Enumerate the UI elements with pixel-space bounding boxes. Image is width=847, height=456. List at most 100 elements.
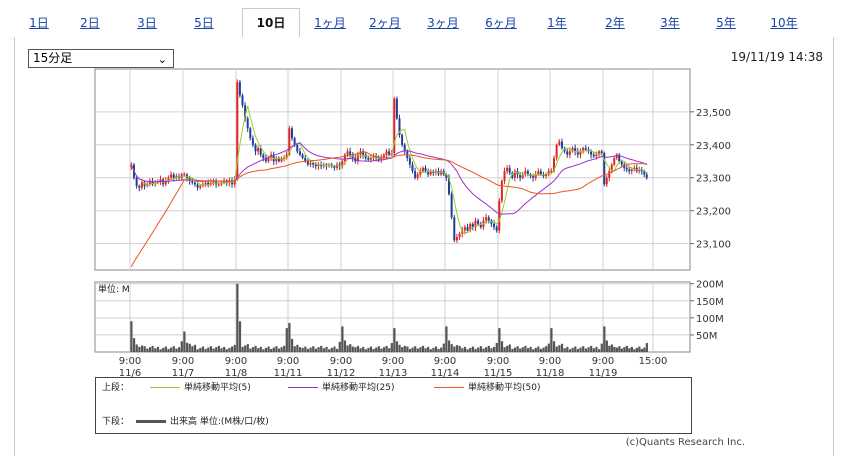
- volume-bar: [304, 346, 307, 352]
- volume-bar: [320, 345, 323, 352]
- candle-body: [568, 151, 571, 155]
- candle-body: [519, 174, 522, 178]
- volume-bar: [259, 346, 262, 352]
- candle-body: [463, 227, 466, 231]
- volume-bar: [469, 347, 472, 352]
- candle-body: [477, 220, 480, 224]
- candle-body: [427, 171, 430, 175]
- volume-bar: [618, 346, 621, 352]
- candle-body: [552, 157, 555, 172]
- tab-5日[interactable]: 5日: [194, 16, 214, 30]
- candle-body: [574, 148, 577, 152]
- volume-bar: [280, 347, 283, 352]
- volume-bar: [437, 348, 440, 352]
- volume-bar: [563, 348, 566, 352]
- candle-body: [471, 223, 474, 228]
- volume-bar: [220, 348, 223, 352]
- volume-bar: [579, 347, 582, 352]
- volume-bar: [301, 347, 304, 352]
- candle-body: [262, 154, 265, 158]
- volume-bar: [241, 346, 244, 352]
- volume-bar: [608, 345, 611, 352]
- x-axis-time-label: 9:00: [539, 356, 561, 367]
- candle-body: [603, 153, 606, 185]
- tab-2日[interactable]: 2日: [80, 16, 100, 30]
- tab-10日[interactable]: 10日: [242, 8, 300, 38]
- candle-body: [401, 134, 404, 145]
- volume-bar: [249, 348, 252, 352]
- candle-body: [223, 181, 226, 183]
- volume-bar: [362, 346, 365, 352]
- volume-bar: [560, 343, 564, 352]
- volume-bar: [330, 347, 333, 352]
- candle-body: [503, 171, 506, 182]
- candle-body: [600, 151, 603, 154]
- timeframe-select-value: 15分足: [33, 51, 73, 65]
- x-axis-date-label: 11/13: [379, 368, 408, 379]
- volume-bar: [296, 344, 299, 352]
- volume-bar: [630, 346, 633, 352]
- candle-body: [151, 181, 154, 185]
- tab-5年[interactable]: 5年: [716, 16, 736, 30]
- volume-bar: [231, 346, 234, 352]
- candle-body: [450, 194, 453, 218]
- volume-bar: [140, 345, 144, 352]
- tab-3ヶ月[interactable]: 3ヶ月: [427, 16, 459, 30]
- candle-body: [296, 144, 299, 152]
- candle-body: [306, 161, 309, 165]
- tab-6ヶ月[interactable]: 6ヶ月: [485, 16, 517, 30]
- candle-body: [148, 181, 151, 185]
- candle-body: [220, 182, 223, 185]
- volume-bar: [408, 348, 412, 352]
- tab-1ヶ月[interactable]: 1ヶ月: [314, 16, 346, 30]
- volume-bar: [191, 346, 194, 352]
- volume-bar: [217, 345, 220, 352]
- timeframe-select[interactable]: 15分足 ⌄: [28, 49, 174, 68]
- tab-1日[interactable]: 1日: [29, 16, 49, 30]
- candle-body: [592, 154, 595, 157]
- volume-bar: [170, 347, 173, 352]
- x-axis-time-label: 15:00: [639, 356, 668, 367]
- volume-bar: [151, 345, 154, 352]
- volume-swatch: [136, 420, 166, 423]
- volume-bar: [364, 349, 367, 352]
- volume-bar: [625, 345, 628, 352]
- candle-body: [301, 154, 304, 158]
- candle-body: [582, 148, 585, 152]
- candle-body: [500, 181, 503, 201]
- tab-3年[interactable]: 3年: [660, 16, 680, 30]
- tab-2ヶ月[interactable]: 2ヶ月: [369, 16, 401, 30]
- volume-bar: [493, 346, 496, 352]
- volume-bar: [414, 346, 417, 352]
- volume-bar: [440, 347, 443, 352]
- volume-bar: [508, 344, 511, 352]
- candle-body: [228, 181, 231, 183]
- candle-body: [375, 156, 378, 158]
- tab-2年[interactable]: 2年: [605, 16, 625, 30]
- volume-bar: [500, 341, 504, 352]
- candle-body: [172, 174, 175, 178]
- candle-body: [605, 177, 608, 185]
- volume-bar: [385, 345, 388, 352]
- volume-bar: [595, 346, 598, 352]
- candle-body: [275, 157, 278, 162]
- volume-bar: [388, 348, 391, 352]
- candle-body: [257, 148, 260, 152]
- volume-bar: [351, 346, 354, 352]
- tab-3日[interactable]: 3日: [137, 16, 157, 30]
- price-axis-tick-label: 23,400: [696, 141, 731, 152]
- tab-10年[interactable]: 10年: [770, 16, 798, 30]
- volume-bar: [238, 321, 242, 352]
- candle-body: [526, 171, 529, 175]
- candle-body: [493, 223, 496, 228]
- x-axis-time-label: 9:00: [172, 356, 194, 367]
- candle-body: [283, 157, 286, 159]
- candle-body: [167, 177, 170, 182]
- candle-body: [506, 167, 509, 172]
- volume-bar: [445, 326, 448, 352]
- volume-axis-tick-label: 150M: [696, 297, 724, 308]
- volume-bar: [288, 322, 291, 352]
- candle-body: [367, 157, 370, 160]
- volume-bar: [419, 347, 422, 352]
- tab-1年[interactable]: 1年: [547, 16, 567, 30]
